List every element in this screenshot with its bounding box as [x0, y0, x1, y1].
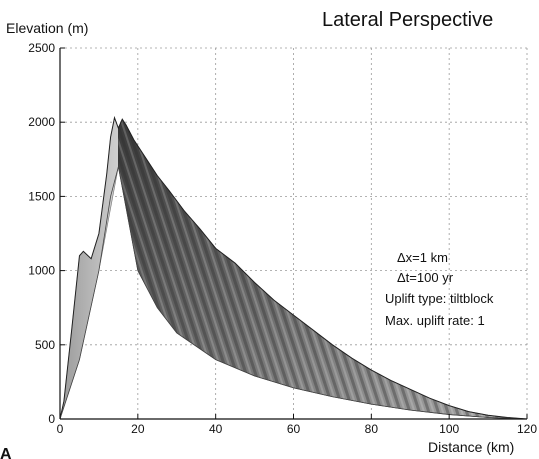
- x-tick-label: 20: [131, 422, 145, 436]
- left-flank: [59, 116, 119, 420]
- annotation-block: Δx=1 km Δt=100 yr Uplift type: tiltblock…: [385, 250, 494, 328]
- y-tick-label: 2500: [28, 41, 55, 55]
- y-tick-label: 0: [48, 412, 55, 426]
- y-tick-label: 500: [35, 338, 55, 352]
- x-tick-label: 60: [287, 422, 301, 436]
- base-line: [59, 166, 528, 420]
- x-tick-label: 80: [365, 422, 379, 436]
- crest-line: [59, 115, 528, 420]
- x-tick-label: 40: [209, 422, 223, 436]
- main-slope-texture: [118, 119, 527, 420]
- y-axis-ticks: 0 500 1000 1500 2000 2500: [28, 41, 65, 426]
- annotation-uplift-type: Uplift type: tiltblock: [385, 291, 494, 306]
- panel-label: A: [0, 446, 12, 459]
- chart-title: Lateral Perspective: [322, 9, 493, 31]
- annotation-max-uplift: Max. uplift rate: 1: [385, 313, 485, 328]
- annotation-dx: Δx=1 km: [397, 250, 448, 265]
- y-tick-label: 1000: [28, 264, 55, 278]
- x-tick-label: 100: [439, 422, 459, 436]
- terrain-surface: [59, 115, 528, 420]
- x-axis-ticks: 0 20 40 60 80 100 120: [57, 414, 537, 436]
- y-axis-label: Elevation (m): [6, 20, 88, 36]
- y-tick-label: 2000: [28, 115, 55, 129]
- x-axis-label: Distance (km): [428, 439, 514, 455]
- y-tick-label: 1500: [28, 189, 55, 203]
- x-tick-label: 120: [517, 422, 537, 436]
- x-tick-label: 0: [57, 422, 64, 436]
- annotation-dt: Δt=100 yr: [397, 270, 454, 285]
